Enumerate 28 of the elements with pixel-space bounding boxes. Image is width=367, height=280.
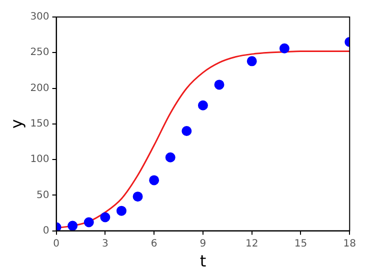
x-tick-label: 12: [245, 238, 258, 250]
point: [116, 206, 126, 216]
y-tick-label: 150: [30, 118, 50, 130]
point: [68, 220, 78, 231]
point: [182, 126, 192, 136]
point: [214, 80, 224, 90]
point: [84, 217, 94, 228]
x-tick-label: 6: [150, 238, 158, 250]
point: [132, 192, 143, 202]
y-tick-label: 200: [30, 82, 50, 94]
y-tick-label: 0: [42, 225, 50, 236]
y-tick-label: 250: [30, 47, 50, 58]
x-tick-label: 3: [102, 238, 108, 250]
point: [198, 100, 208, 110]
x-axis-title: t: [200, 252, 206, 271]
x-tick-label: 15: [294, 238, 308, 250]
y-axis-title: y: [6, 119, 26, 129]
point: [100, 212, 110, 222]
point: [149, 175, 160, 186]
y-tick-label: 50: [36, 190, 50, 201]
x-tick-label: 0: [53, 238, 60, 250]
x-tick-label: 9: [200, 238, 206, 250]
point: [165, 152, 176, 162]
point: [246, 56, 257, 66]
x-tick-label: 18: [343, 238, 356, 250]
y-tick-label: 300: [30, 12, 50, 23]
point: [279, 43, 290, 54]
y-tick-label: 100: [30, 154, 50, 166]
